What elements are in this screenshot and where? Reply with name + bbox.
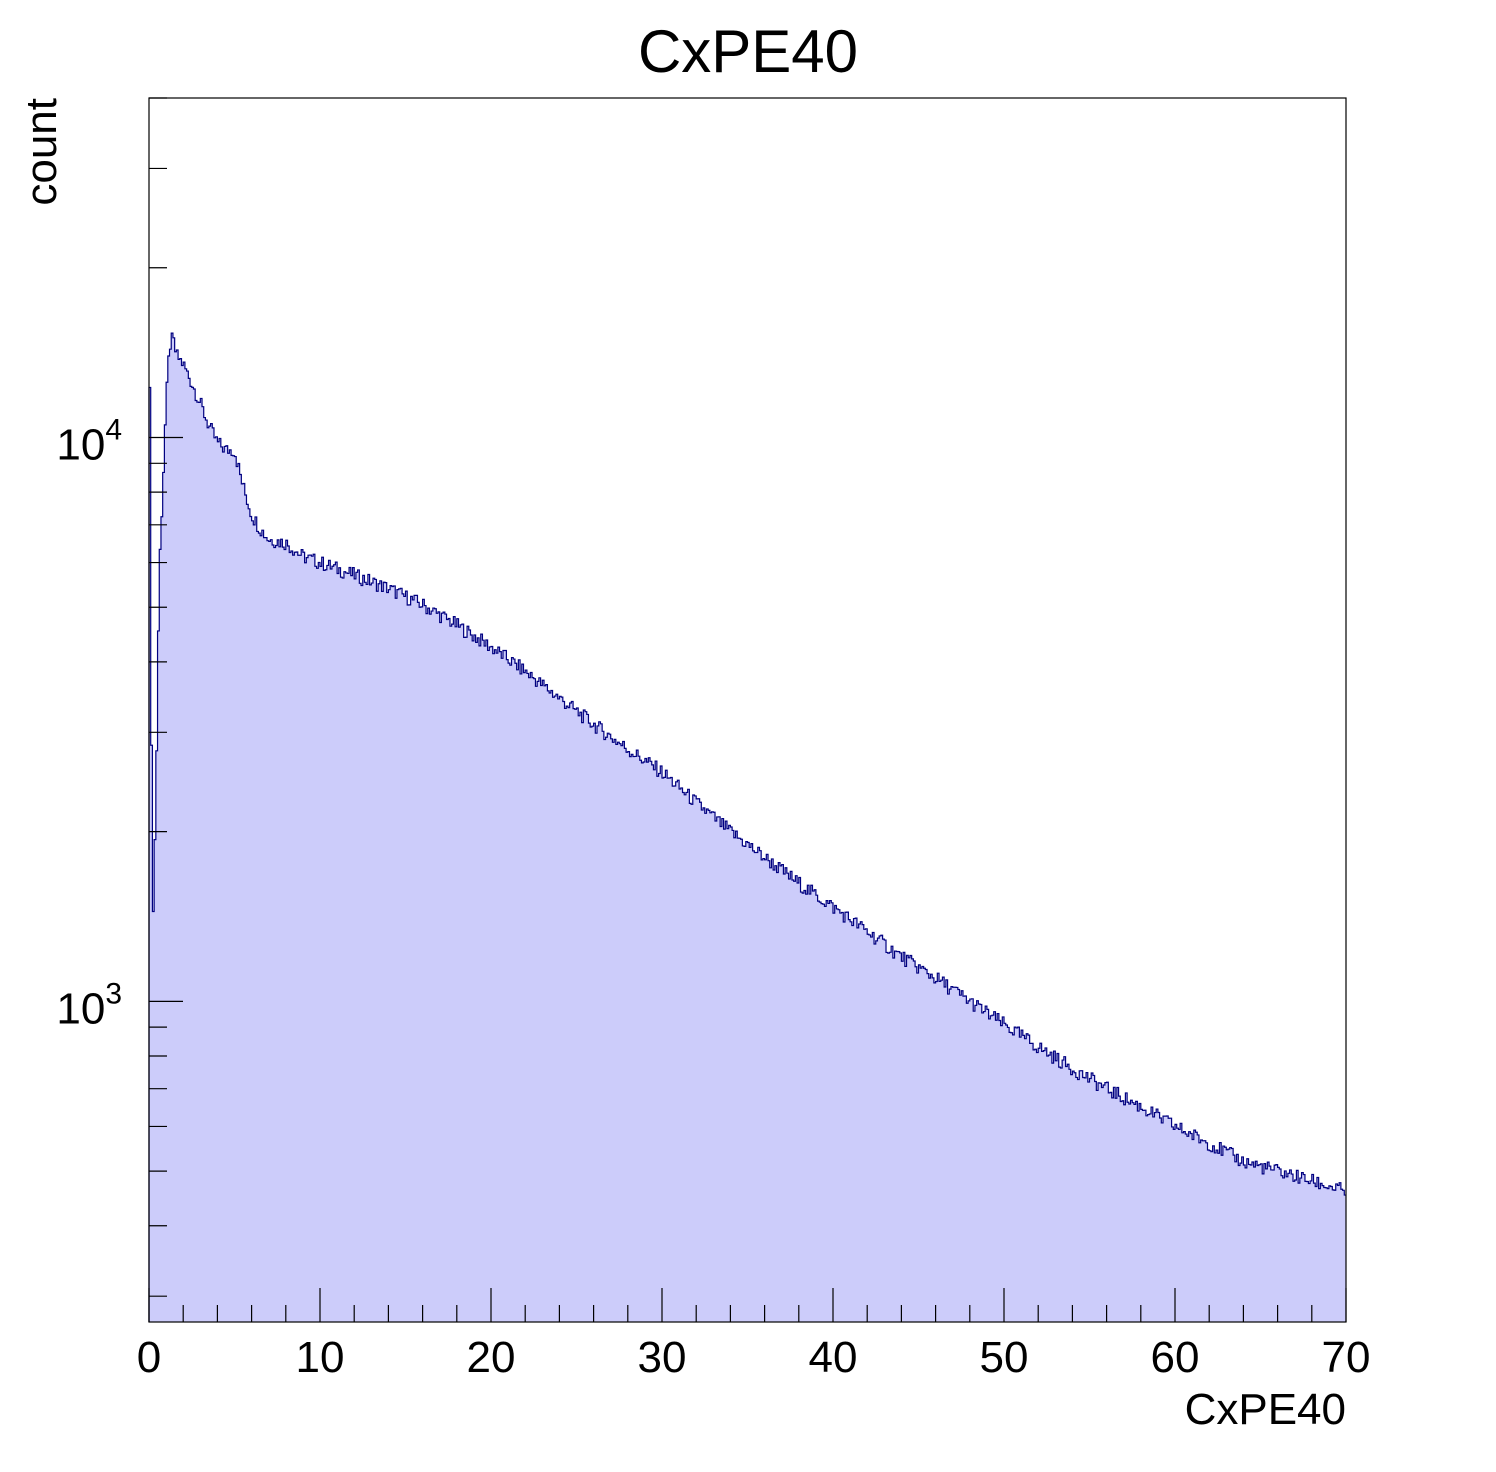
plot-frame [148,97,1347,1323]
x-axis-label: CxPE40 [1185,1385,1346,1434]
histogram-fill [149,333,1346,1323]
x-tick-label: 0 [137,1333,161,1382]
x-tick-label: 50 [980,1333,1029,1382]
x-tick-label: 10 [296,1333,345,1382]
histogram-line [148,332,1346,1322]
x-tick-label: 40 [809,1333,858,1382]
x-tick-label: 20 [467,1333,516,1382]
y-axis-label: count [17,98,66,206]
y-tick-label: 103 [56,977,122,1033]
chart-title: CxPE40 [638,18,858,85]
y-axis: 103 104 [56,97,183,1297]
x-tick-label: 60 [1151,1333,1200,1382]
x-tick-label: 30 [638,1333,687,1382]
x-axis: 0 10 20 30 40 50 60 70 [137,1288,1371,1382]
y-tick-label: 104 [56,413,122,469]
x-tick-label: 70 [1322,1333,1371,1382]
plot-area [148,332,1346,1323]
